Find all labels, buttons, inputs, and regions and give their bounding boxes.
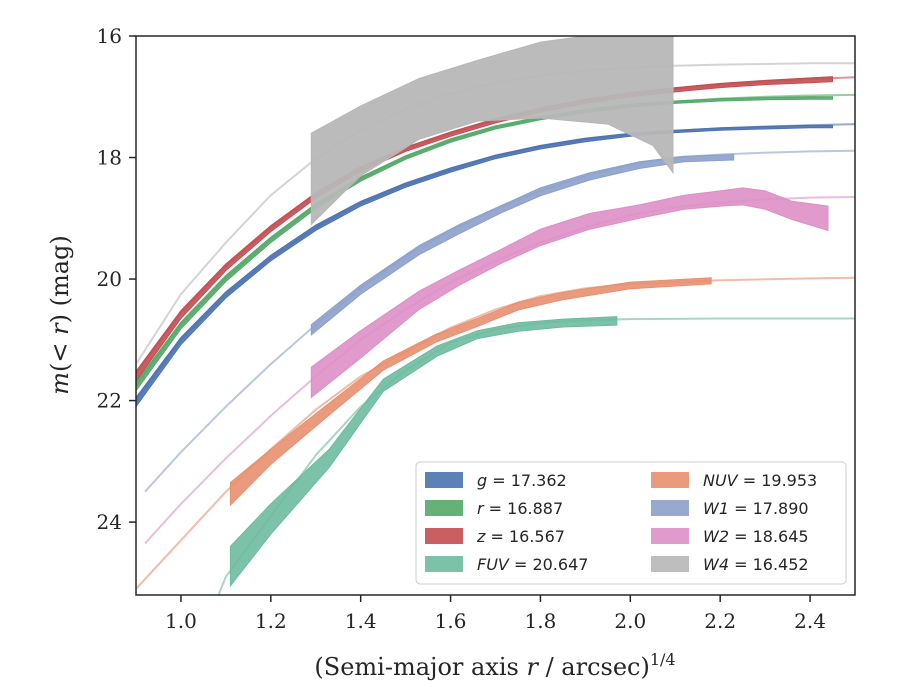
legend-label-r: r = 16.887 [477, 499, 563, 518]
legend-swatch-nuv [651, 472, 689, 488]
legend-label-w1: W1 = 17.890 [703, 499, 809, 518]
legend-swatch-w4 [651, 556, 689, 572]
y-axis-label: m(< r) (mag) [46, 235, 74, 395]
x-tick-label: 2.4 [794, 609, 826, 633]
legend-swatch-g [425, 472, 463, 488]
legend: g = 17.362 r = 16.887 z = 16.567 FUV = 20.6… [415, 461, 847, 585]
legend-label-w4: W4 = 16.452 [703, 555, 809, 574]
measured-band-w2 [310, 187, 829, 399]
x-tick-label: 1.2 [255, 609, 287, 633]
measured-band-g [136, 124, 833, 408]
y-tick-label: 24 [97, 510, 122, 534]
legend-label-w2: W2 = 18.645 [703, 527, 809, 546]
legend-swatch-w1 [651, 500, 689, 516]
measured-band-fuv [229, 316, 618, 588]
model-curve-r [136, 93, 855, 386]
y-tick-label: 18 [97, 146, 122, 170]
legend-box [415, 461, 847, 585]
plot-area [136, 36, 855, 595]
x-axis-label: (Semi-major axis r / arcsec)1/4 [314, 650, 675, 681]
legend-swatch-z [425, 528, 463, 544]
x-tick-label: 1.0 [165, 609, 197, 633]
x-tick-label: 2.2 [704, 609, 736, 633]
x-tick-label: 1.4 [345, 609, 377, 633]
legend-label-nuv: NUV = 19.953 [703, 471, 817, 490]
x-tick-label: 1.6 [435, 609, 467, 633]
y-tick-label: 16 [97, 24, 122, 48]
measured-band-w4 [310, 36, 674, 226]
legend-swatch-r [425, 500, 463, 516]
legend-label-fuv: FUV = 20.647 [477, 555, 588, 574]
measured-band-nuv [229, 277, 712, 507]
legend-label-g: g = 17.362 [477, 471, 567, 490]
legend-label-z: z = 16.567 [476, 527, 565, 546]
legend-swatch-fuv [425, 556, 463, 572]
legend-swatch-w2 [651, 528, 689, 544]
measured-band-r [136, 96, 833, 392]
x-tick-label: 2.0 [614, 609, 646, 633]
y-tick-label: 20 [97, 267, 122, 291]
x-tick-label: 1.8 [525, 609, 557, 633]
plot-frame [135, 35, 856, 596]
y-tick-label: 22 [97, 389, 122, 413]
axes: 1.0 1.2 1.4 1.6 1.8 2.0 2.2 2.4 16 18 20 22 24 [97, 24, 826, 633]
measured-band-w1 [310, 153, 735, 336]
